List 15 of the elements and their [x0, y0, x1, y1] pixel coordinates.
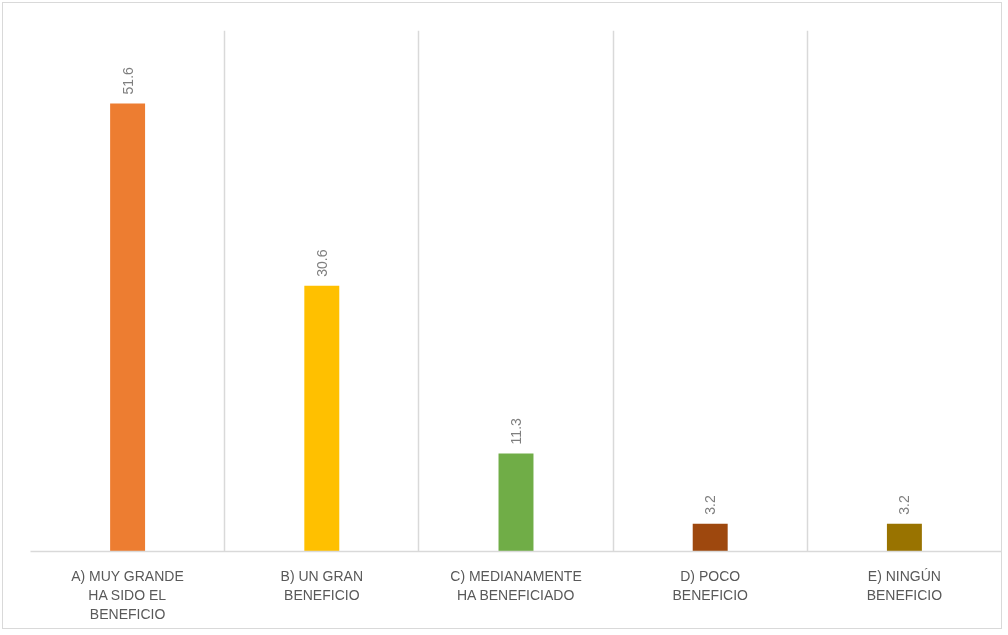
bar — [498, 453, 534, 552]
data-label: 3.2 — [896, 495, 913, 515]
bar — [304, 285, 340, 552]
bar — [886, 523, 922, 552]
x-tick-label: B) UN GRAN BENEFICIO — [280, 567, 364, 603]
data-label: 3.2 — [702, 495, 719, 515]
x-tick-label: C) MEDIANAMENTE HA BENEFICIADO — [450, 567, 582, 603]
data-label: 11.3 — [508, 417, 524, 445]
x-tick-label: D) POCO BENEFICIO — [672, 567, 749, 603]
data-label: 51.6 — [119, 66, 136, 95]
x-tick-label: E) NINGÚN BENEFICIO — [866, 567, 943, 603]
bar — [692, 523, 728, 552]
x-tick-label: A) MUY GRANDE HA SIDO EL BENEFICIO — [71, 567, 184, 622]
data-label: 30.6 — [313, 249, 330, 277]
bar — [110, 103, 146, 552]
